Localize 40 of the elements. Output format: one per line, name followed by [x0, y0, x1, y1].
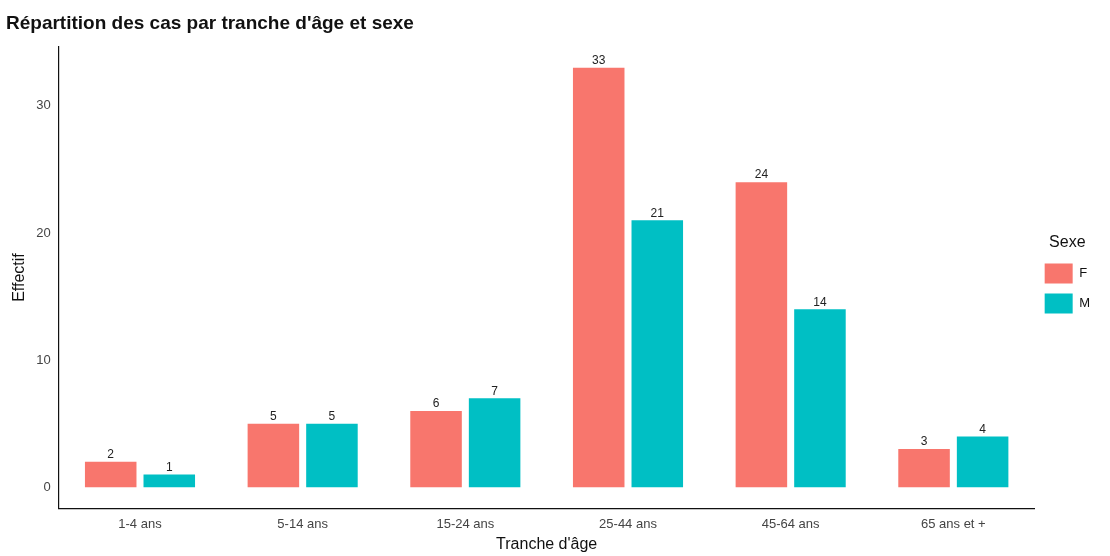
x-tick-label: 45-64 ans	[761, 515, 821, 531]
data-label: 33	[592, 53, 606, 68]
bar	[410, 410, 462, 488]
bar	[84, 461, 137, 488]
bar	[247, 423, 300, 488]
bar	[143, 474, 196, 488]
bar	[956, 436, 1009, 488]
bar	[735, 182, 788, 488]
x-tick-label: 25-44 ans	[599, 515, 658, 531]
data-label: 4	[979, 421, 987, 436]
x-tick-label: 5-14 ans	[277, 515, 329, 531]
data-label: 14	[813, 294, 827, 309]
x-tick-label: 1-4 ans	[118, 515, 163, 531]
legend-label: M	[1079, 295, 1091, 311]
chart-title: Répartition des cas par tranche d'âge et sexe	[6, 11, 414, 33]
x-tick-label: 65 ans et +	[920, 515, 986, 531]
x-tick-label: 15-24 ans	[436, 515, 495, 531]
bar	[306, 423, 358, 488]
data-label: 6	[432, 396, 440, 411]
data-label: 24	[754, 167, 769, 182]
data-label: 2	[107, 447, 115, 462]
bar	[572, 67, 625, 488]
y-tick-label: 20	[36, 224, 51, 240]
bar	[631, 220, 684, 488]
data-label: 5	[270, 408, 278, 423]
legend-label: F	[1079, 265, 1088, 281]
y-axis-title: Effectif	[10, 252, 28, 302]
bar	[898, 449, 950, 488]
data-label: 7	[491, 383, 499, 398]
legend-title: Sexe	[1049, 232, 1086, 250]
bar	[468, 398, 521, 488]
y-tick-label: 30	[36, 97, 51, 113]
data-label: 1	[165, 459, 173, 474]
y-tick-label: 0	[43, 478, 51, 494]
data-label: 3	[920, 434, 928, 449]
data-label: 21	[650, 205, 665, 220]
data-label: 5	[328, 408, 336, 423]
bar	[794, 309, 846, 488]
x-axis-title: Tranche d'âge	[496, 534, 598, 552]
y-tick-label: 10	[36, 351, 51, 367]
